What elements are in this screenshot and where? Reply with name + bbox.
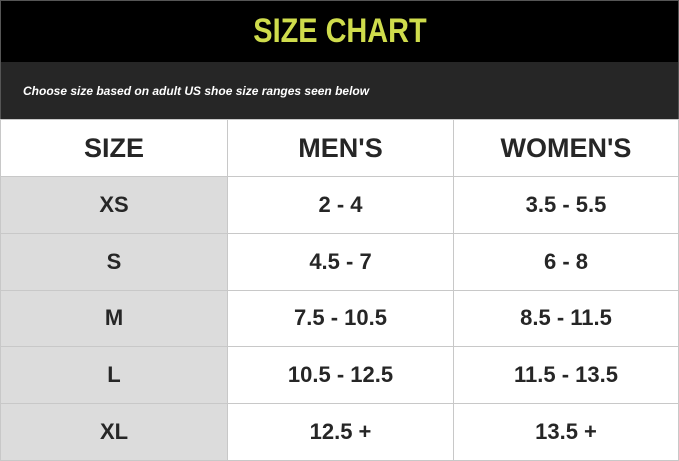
mens-cell: 4.5 - 7 bbox=[227, 232, 454, 291]
table-row: XL 12.5 +13.5 + bbox=[0, 403, 679, 461]
mens-cell: 10.5 - 12.5 bbox=[227, 346, 454, 405]
table-row: XS 2 - 4 3.5 - 5.5 bbox=[0, 176, 679, 234]
size-cell: S bbox=[0, 232, 228, 291]
size-cell: M bbox=[0, 289, 228, 348]
table-row: M 7.5 - 10.5 8.5 - 11.5 bbox=[0, 289, 679, 348]
size-cell: XL bbox=[0, 403, 228, 461]
size-cell: XS bbox=[0, 176, 228, 234]
mens-cell: 12.5 + bbox=[227, 403, 454, 461]
title-banner: SIZE CHART bbox=[0, 0, 679, 62]
chart-title: SIZE CHART bbox=[252, 12, 427, 50]
header-row: SIZE MEN'S WOMEN'S bbox=[0, 119, 679, 177]
header-mens: MEN'S bbox=[227, 119, 454, 177]
header-size: SIZE bbox=[0, 119, 228, 177]
table-row: L 10.5 - 12.5 11.5 - 13.5 bbox=[0, 346, 679, 405]
size-cell: L bbox=[0, 346, 228, 405]
subtitle: Choose size based on adult US shoe size … bbox=[0, 62, 679, 119]
mens-cell: 2 - 4 bbox=[227, 176, 454, 234]
womens-cell: 11.5 - 13.5 bbox=[453, 346, 679, 405]
womens-cell: 3.5 - 5.5 bbox=[453, 176, 679, 234]
mens-cell: 7.5 - 10.5 bbox=[227, 289, 454, 348]
size-table: SIZE MEN'S WOMEN'S XS 2 - 4 3.5 - 5.5 S 4.5… bbox=[0, 119, 679, 461]
womens-cell: 6 - 8 bbox=[453, 232, 679, 291]
womens-cell: 8.5 - 11.5 bbox=[453, 289, 679, 348]
womens-cell: 13.5 + bbox=[453, 403, 679, 461]
header-womens: WOMEN'S bbox=[453, 119, 679, 177]
